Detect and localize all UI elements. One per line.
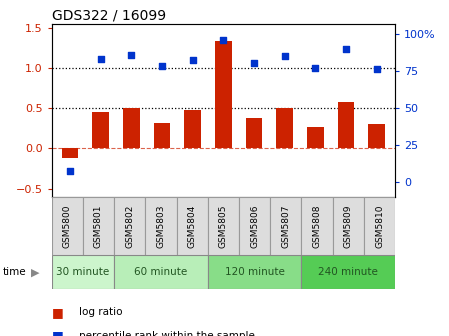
Point <box>281 53 288 59</box>
Bar <box>307 127 324 148</box>
Bar <box>338 102 354 148</box>
Text: GSM5805: GSM5805 <box>219 204 228 248</box>
Text: percentile rank within the sample: percentile rank within the sample <box>79 331 255 336</box>
Text: GSM5806: GSM5806 <box>250 204 259 248</box>
Bar <box>301 255 395 289</box>
Bar <box>239 197 270 255</box>
Text: GSM5808: GSM5808 <box>313 204 321 248</box>
Text: GSM5803: GSM5803 <box>156 204 165 248</box>
Text: GSM5800: GSM5800 <box>63 204 72 248</box>
Bar <box>368 124 385 148</box>
Bar <box>208 197 239 255</box>
Bar <box>52 255 114 289</box>
Text: 120 minute: 120 minute <box>224 267 285 277</box>
Bar <box>145 197 176 255</box>
Bar <box>114 197 145 255</box>
Bar <box>83 197 114 255</box>
Text: GSM5810: GSM5810 <box>375 204 384 248</box>
Point <box>312 65 319 71</box>
Point <box>128 52 135 57</box>
Text: GSM5807: GSM5807 <box>282 204 291 248</box>
Text: time: time <box>2 267 26 277</box>
Bar <box>215 41 232 148</box>
Bar <box>301 197 333 255</box>
Point <box>343 46 350 51</box>
Bar <box>62 148 79 158</box>
Point <box>189 58 196 63</box>
Bar <box>246 118 263 148</box>
Text: ■: ■ <box>52 330 63 336</box>
Point <box>251 61 258 66</box>
Text: GSM5804: GSM5804 <box>188 204 197 248</box>
Bar <box>52 197 83 255</box>
Bar <box>154 123 171 148</box>
Text: 60 minute: 60 minute <box>134 267 188 277</box>
Bar <box>364 197 395 255</box>
Point <box>66 169 74 174</box>
Bar <box>333 197 364 255</box>
Text: GDS322 / 16099: GDS322 / 16099 <box>52 8 166 23</box>
Text: GSM5801: GSM5801 <box>94 204 103 248</box>
Point <box>220 37 227 42</box>
Text: GSM5802: GSM5802 <box>125 204 134 248</box>
Point <box>97 56 104 62</box>
Bar <box>184 110 201 148</box>
Text: 30 minute: 30 minute <box>56 267 110 277</box>
Bar <box>92 112 109 148</box>
Bar <box>276 108 293 148</box>
Bar <box>270 197 301 255</box>
Text: 240 minute: 240 minute <box>318 267 378 277</box>
Bar <box>123 108 140 148</box>
Bar <box>208 255 301 289</box>
Text: GSM5809: GSM5809 <box>344 204 353 248</box>
Bar <box>114 255 208 289</box>
Text: log ratio: log ratio <box>79 307 122 318</box>
Point <box>158 64 166 69</box>
Text: ■: ■ <box>52 306 63 319</box>
Point <box>373 67 380 72</box>
Bar <box>176 197 208 255</box>
Text: ▶: ▶ <box>31 267 39 277</box>
